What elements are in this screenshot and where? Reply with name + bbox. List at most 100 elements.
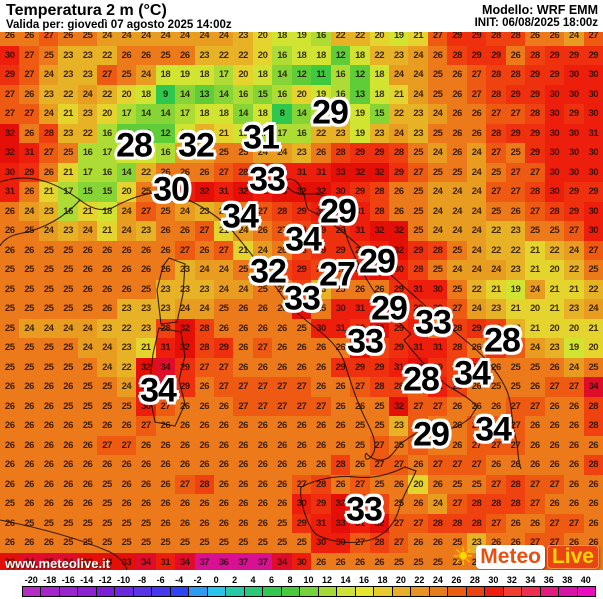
temp-cell: 28 — [194, 338, 214, 358]
temp-cell: 30 — [564, 65, 584, 85]
temp-cell: 27 — [272, 377, 292, 397]
temp-cell: 19 — [389, 32, 409, 46]
temp-cell: 25 — [38, 260, 59, 280]
temp-cell: 27 — [525, 396, 545, 416]
temp-cell: 20 — [564, 318, 584, 338]
temp-cell: 26 — [544, 416, 565, 436]
legend-swatch — [243, 586, 264, 597]
temp-cell: 22 — [486, 240, 506, 260]
temp-cell: 26 — [408, 455, 428, 475]
temp-cell: 26 — [564, 416, 584, 436]
temp-cell: 20 — [369, 32, 390, 46]
temp-cell: 26 — [58, 455, 78, 475]
temp-cell: 23 — [330, 104, 351, 124]
legend-tick: 40 — [580, 575, 591, 585]
legend-tick: -18 — [43, 575, 57, 585]
temp-cell: 26 — [19, 84, 39, 104]
temp-cell: 23 — [58, 45, 78, 65]
temp-cell: 27 — [486, 474, 506, 494]
temp-cell: 24 — [194, 143, 214, 163]
temp-cell: 25 — [116, 65, 137, 85]
temp-cell: 23 — [77, 45, 98, 65]
temp-cell: 26 — [0, 201, 20, 221]
legend-tick: -14 — [80, 575, 94, 585]
temp-cell: 26 — [194, 396, 214, 416]
logo-live-text: Live — [546, 545, 599, 569]
temp-cell: 25 — [213, 143, 234, 163]
temp-cell: 25 — [0, 318, 20, 338]
temp-cell: 25 — [427, 260, 448, 280]
temp-cell: 24 — [466, 260, 487, 280]
temp-cell: 24 — [564, 240, 584, 260]
legend-tick: 28 — [469, 575, 480, 585]
temp-cell: 26 — [175, 162, 195, 182]
temp-cell: 25 — [213, 533, 234, 553]
temp-cell: 28 — [427, 513, 448, 533]
temp-cell: 28 — [583, 455, 603, 475]
legend-item: -4 — [169, 575, 190, 597]
temperature-legend: -20 -18 -16 -14 -12 -10 -8 -6 -4 -2 0 2 4 6 8 10 12 14 16 1… — [0, 570, 603, 599]
temp-cell: 25 — [427, 84, 448, 104]
temp-cell: 24 — [466, 240, 487, 260]
temp-cell: 15 — [97, 182, 117, 202]
temp-cell: 27 — [369, 455, 390, 475]
temp-cell: 26 — [58, 32, 78, 46]
temp-cell: 16 — [77, 143, 98, 163]
temp-cell: 24 — [408, 65, 428, 85]
temp-cell: 24 — [427, 104, 448, 124]
temp-cell: 24 — [564, 32, 584, 46]
temp-cell: 24 — [427, 494, 448, 514]
temp-cell: 22 — [505, 240, 526, 260]
temp-cell: 24 — [97, 338, 117, 358]
temp-cell: 26 — [252, 299, 273, 319]
temp-cell: 21 — [38, 182, 59, 202]
temp-cell: 27 — [564, 221, 584, 241]
temp-cell: 25 — [427, 65, 448, 85]
temp-cell: 26 — [77, 435, 98, 455]
temp-cell: 26 — [252, 318, 273, 338]
temp-cell: 27 — [194, 357, 214, 377]
temp-cell: 14 — [175, 84, 195, 104]
temp-cell: 26 — [19, 240, 39, 260]
temp-cell: 26 — [116, 474, 137, 494]
temp-cell: 26 — [97, 299, 117, 319]
temp-cell: 21 — [136, 338, 156, 358]
temp-cell: 26 — [233, 455, 253, 475]
temp-cell: 25 — [447, 474, 467, 494]
legend-tick: 38 — [562, 575, 573, 585]
temp-cell: 30 — [330, 533, 351, 553]
header: Temperatura 2 m (°C) Valida per: giovedì… — [0, 0, 603, 32]
temp-cell: 29 — [564, 104, 584, 124]
temp-cell: 26 — [350, 455, 370, 475]
temp-cell: 24 — [466, 143, 487, 163]
temp-cell: 24 — [38, 221, 59, 241]
temp-cell: 27 — [583, 240, 603, 260]
temp-cell: 28 — [408, 260, 428, 280]
temp-cell: 28 — [505, 494, 526, 514]
temp-cell: 26 — [408, 533, 428, 553]
temp-cell: 26 — [447, 104, 467, 124]
temp-cell: 26 — [194, 513, 214, 533]
temp-label-big: 34 — [454, 354, 491, 393]
temp-cell: 26 — [0, 416, 20, 436]
temp-cell: 23 — [136, 318, 156, 338]
legend-item: 14 — [336, 575, 356, 597]
temp-cell: 26 — [447, 396, 467, 416]
temp-cell: 26 — [19, 435, 39, 455]
legend-swatch — [280, 586, 301, 597]
temp-cell: 22 — [58, 84, 78, 104]
temp-cell: 16 — [272, 45, 292, 65]
temp-cell: 24 — [447, 201, 467, 221]
temp-cell: 26 — [213, 455, 234, 475]
temp-cell: 26 — [155, 494, 176, 514]
temp-cell: 26 — [155, 260, 176, 280]
legend-item: 4 — [243, 575, 264, 597]
temp-cell: 25 — [427, 552, 448, 570]
temp-cell: 26 — [583, 513, 603, 533]
logo-meteo-text: Meteo — [476, 545, 545, 569]
temp-cell: 26 — [564, 474, 584, 494]
temp-cell: 26 — [155, 416, 176, 436]
temp-cell: 26 — [175, 221, 195, 241]
temp-cell: 25 — [77, 513, 98, 533]
temp-cell: 24 — [155, 32, 176, 46]
